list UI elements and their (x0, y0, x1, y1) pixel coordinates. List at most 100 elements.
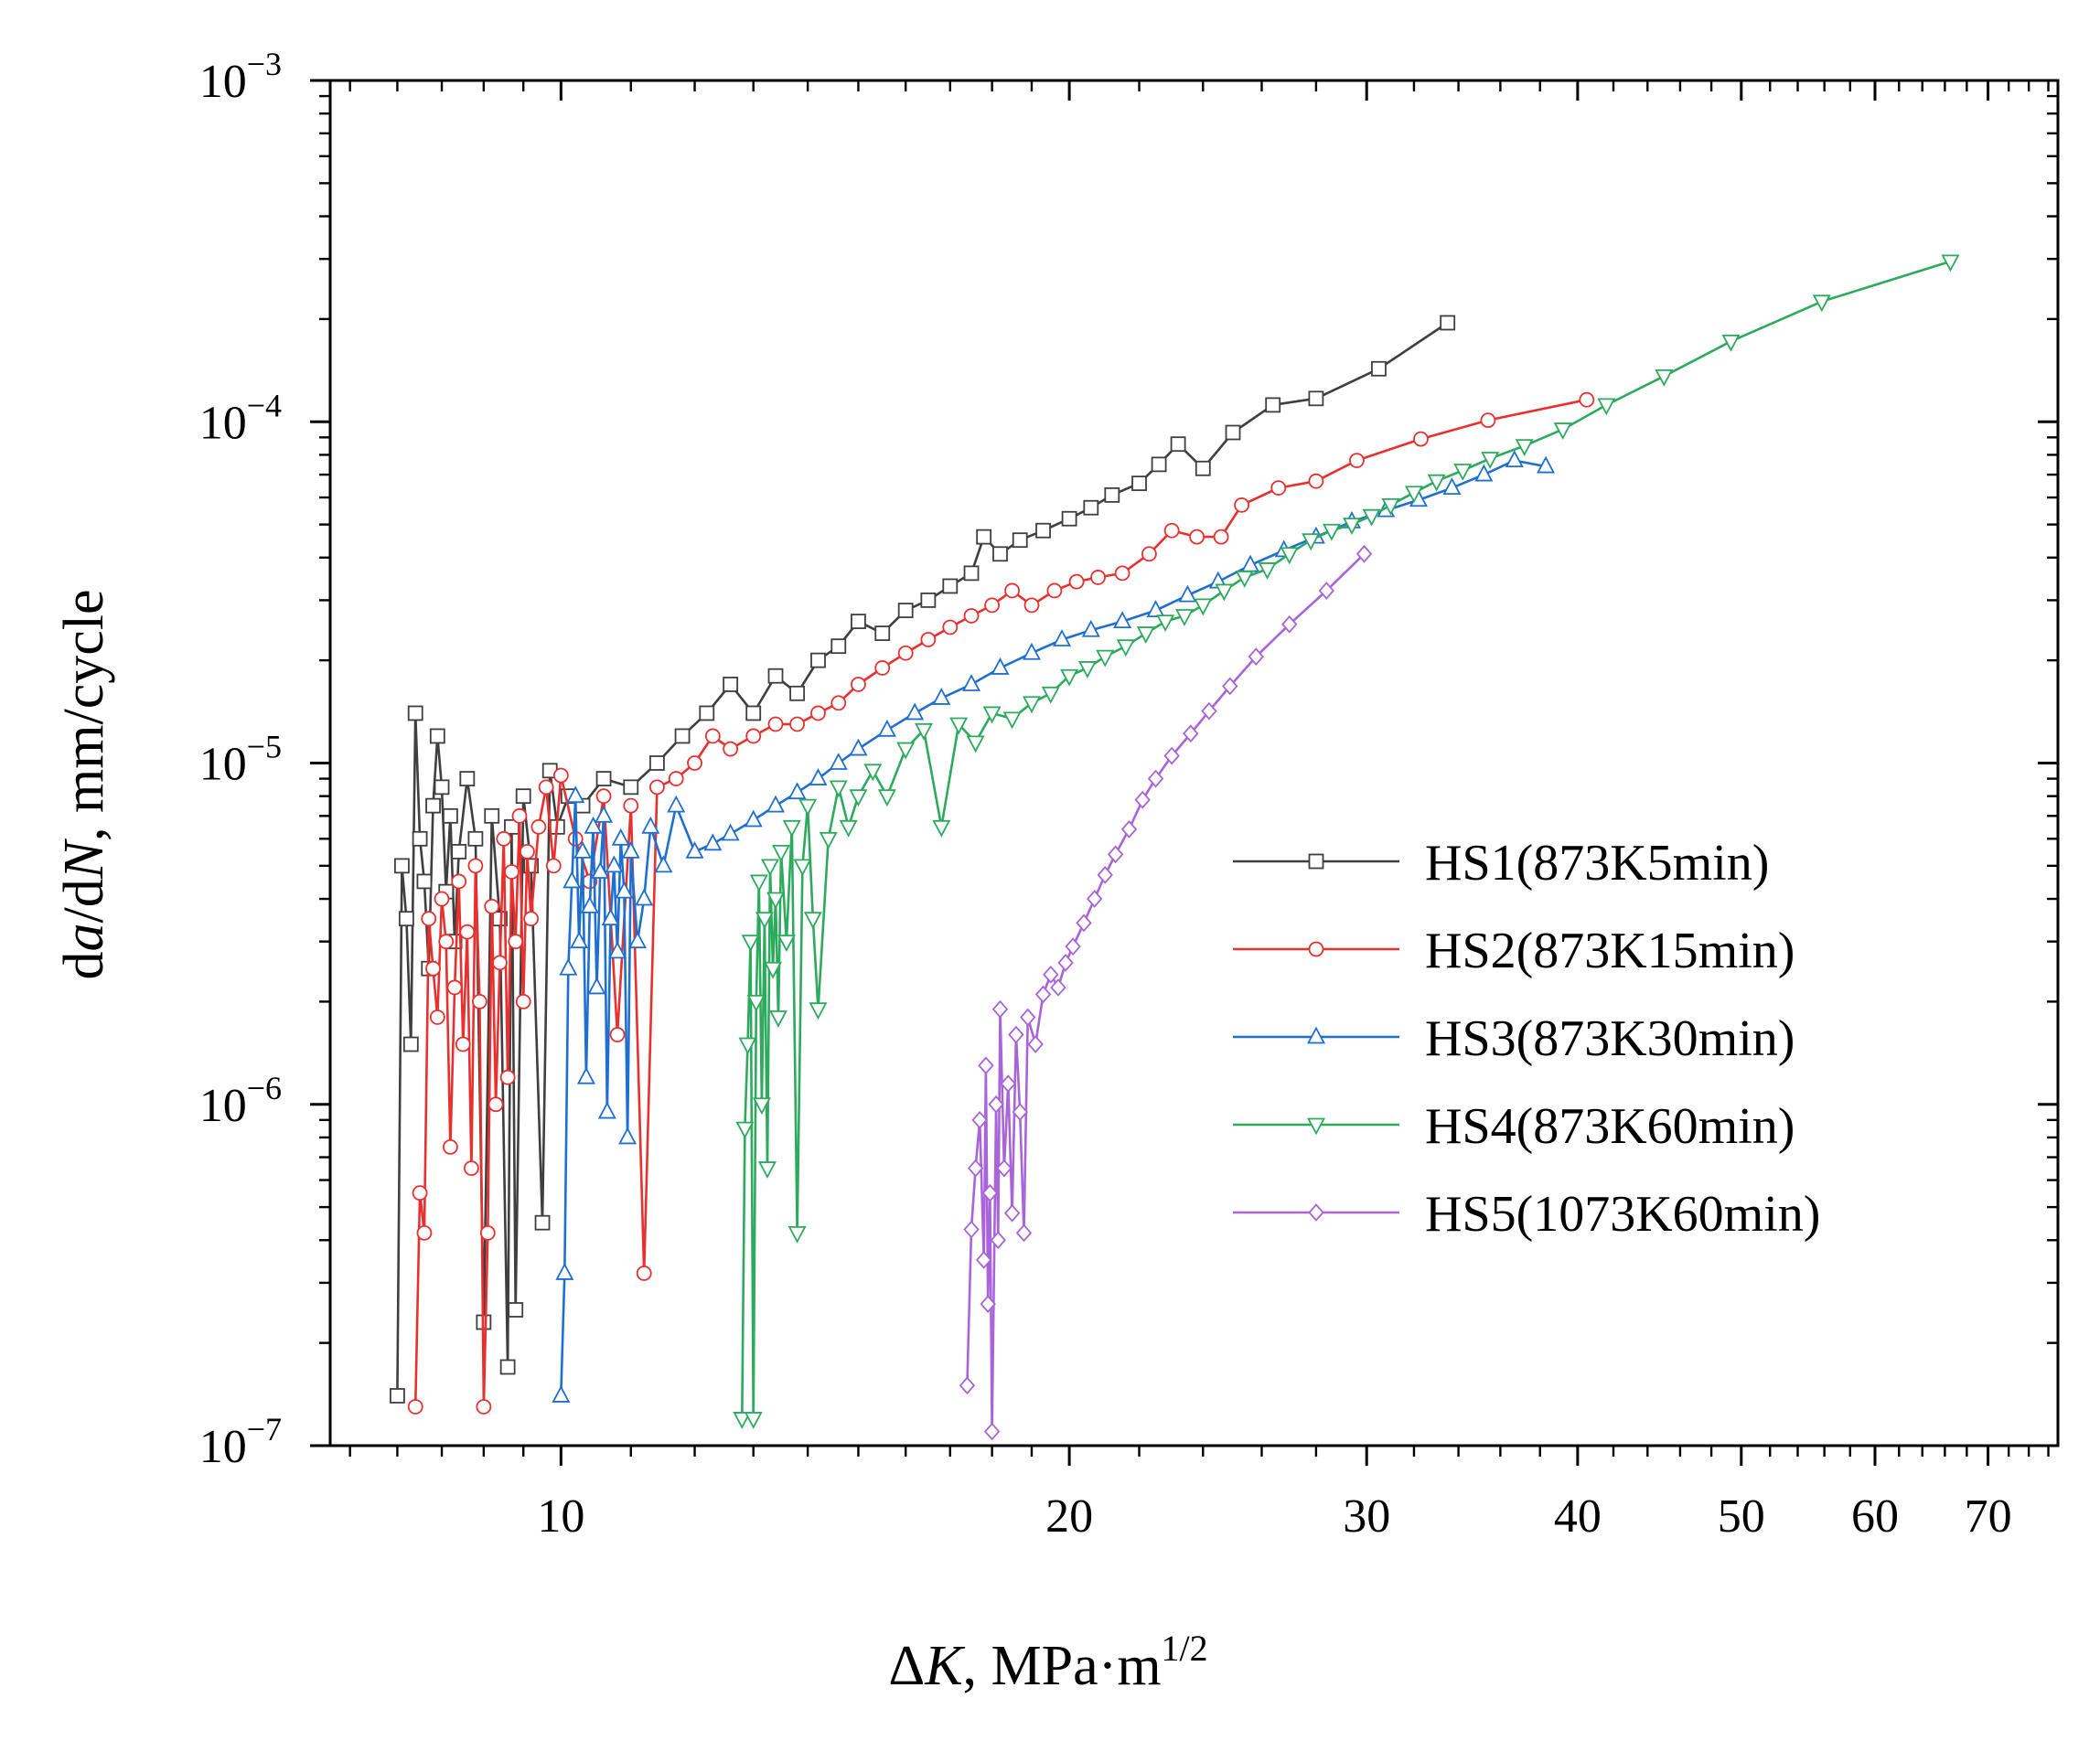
data-point (1515, 439, 1534, 457)
data-point (1201, 701, 1217, 721)
data-point (877, 719, 896, 737)
data-point (1480, 412, 1496, 429)
data-point (1258, 562, 1277, 580)
data-point (1081, 619, 1100, 637)
data-point (479, 1224, 496, 1241)
data-point (990, 1231, 1006, 1250)
data-point (429, 1009, 445, 1025)
data-point (976, 529, 992, 545)
data-point (412, 830, 428, 847)
data-point (788, 1225, 807, 1244)
data-point (1002, 711, 1022, 730)
data-point (601, 908, 620, 926)
data-point (1043, 965, 1059, 984)
data-point (744, 1412, 763, 1429)
data-point (782, 819, 801, 838)
data-point (1096, 649, 1115, 668)
legend-marker (1308, 853, 1324, 870)
data-point (932, 819, 951, 838)
data-point (949, 717, 969, 735)
data-point (1265, 397, 1281, 413)
data-point (508, 934, 524, 950)
data-point (648, 755, 665, 771)
data-point (520, 844, 535, 860)
data-point (1355, 544, 1373, 563)
data-point (1481, 452, 1500, 469)
data-point (760, 859, 779, 877)
data-point (434, 779, 450, 796)
data-point (849, 738, 868, 756)
data-point (398, 911, 414, 927)
data-point (587, 977, 606, 995)
data-point (576, 1066, 595, 1084)
data-point (443, 1138, 458, 1155)
data-point (738, 1037, 757, 1055)
data-point (1053, 629, 1072, 646)
data-point (1041, 686, 1060, 704)
data-point (1151, 456, 1167, 473)
data-point (573, 840, 593, 859)
data-point (463, 1160, 479, 1176)
data-point (488, 1096, 504, 1113)
data-point (771, 845, 790, 862)
legend-marker (1307, 1117, 1325, 1136)
data-point (446, 979, 463, 996)
data-point (484, 807, 500, 824)
data-point (685, 840, 704, 859)
data-point (766, 795, 785, 813)
x-axis-title: ΔK, MPa·m1/2 (888, 1628, 1207, 1697)
data-point (1083, 499, 1099, 516)
data-point (703, 833, 723, 851)
data-point (668, 771, 684, 786)
data-point (777, 935, 796, 953)
data-point (932, 688, 951, 705)
data-point (523, 911, 540, 927)
data-point (1116, 639, 1135, 657)
data-point (1537, 455, 1556, 474)
x-tick-label: 50 (1718, 1490, 1765, 1543)
legend-label: HS2(873K15min) (1425, 923, 1795, 979)
data-point (1012, 1103, 1028, 1121)
data-point (1721, 334, 1741, 352)
data-point (1027, 1035, 1044, 1053)
data-point (1077, 661, 1097, 678)
data-point (438, 934, 455, 950)
data-point (963, 565, 980, 582)
data-point (394, 858, 410, 874)
data-point (755, 912, 774, 930)
data-point (1404, 486, 1423, 504)
data-point (580, 895, 599, 913)
data-point (829, 753, 848, 770)
data-point (1280, 547, 1299, 565)
data-point (830, 695, 847, 711)
data-point (1131, 475, 1147, 492)
data-point (467, 858, 484, 874)
data-point (429, 728, 445, 744)
series-5 (959, 544, 1373, 1441)
data-point (1453, 464, 1473, 481)
data-point (1381, 497, 1400, 516)
data-point (552, 1385, 571, 1403)
data-point (504, 864, 520, 880)
x-tick-label: 60 (1851, 1490, 1899, 1543)
data-point (1413, 431, 1429, 447)
data-point (674, 728, 691, 744)
data-point (621, 840, 640, 859)
data-point (1050, 978, 1066, 997)
data-point (552, 767, 569, 784)
data-point (1022, 642, 1041, 660)
data-point (623, 779, 639, 796)
data-point (608, 941, 627, 959)
data-point (942, 578, 959, 594)
data-point (877, 789, 896, 807)
y-axis-title: da/dN, mm/cycle (53, 589, 115, 979)
data-point (1505, 450, 1524, 468)
y-tick-label: 10−6 (199, 1070, 282, 1132)
data-point (1440, 315, 1456, 331)
data-point (1086, 890, 1103, 908)
data-point (1474, 464, 1494, 482)
data-point (798, 798, 818, 817)
data-point (1553, 422, 1572, 440)
data-point (991, 999, 1009, 1019)
data-point (788, 782, 807, 800)
